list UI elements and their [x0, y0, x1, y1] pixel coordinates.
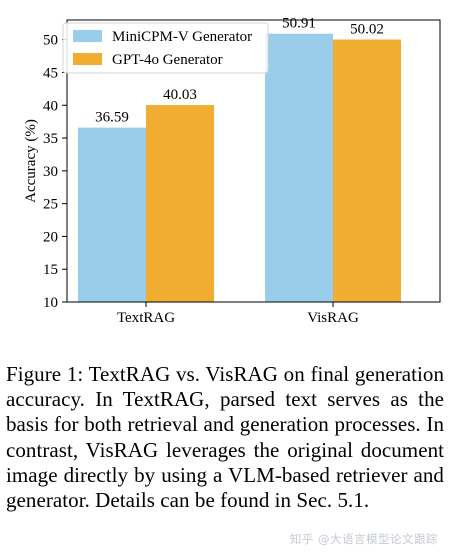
bar-visrag-minicpm: [265, 33, 333, 302]
y-tick-label: 45: [43, 65, 58, 81]
y-tick-label: 50: [43, 33, 58, 49]
legend-label-gpt4o: GPT-4o Generator: [112, 52, 223, 68]
y-tick-label: 40: [43, 98, 58, 114]
legend: MiniCPM-V Generator GPT-4o Generator: [62, 22, 269, 74]
y-tick-label: 30: [43, 164, 58, 180]
y-tick-label: 35: [43, 131, 58, 147]
y-axis-label: Accuracy (%): [23, 119, 39, 203]
bar-value-label: 40.03: [163, 87, 197, 103]
value-labels-layer: 36.59 40.03 50.91 50.02: [95, 16, 384, 126]
watermark: 知乎 @大语言模型论文跟踪: [289, 532, 438, 546]
bar-visrag-gpt4o: [333, 39, 401, 303]
bar-textrag-gpt4o: [146, 105, 214, 302]
bar-textrag-minicpm: [78, 127, 146, 302]
y-tick-label: 20: [43, 229, 58, 245]
x-tick-label: VisRAG: [307, 310, 359, 326]
bars-layer: [78, 33, 401, 303]
y-tick-label: 10: [43, 295, 58, 311]
plot-frame: [66, 19, 441, 303]
caption-text: Figure 1: TextRAG vs. VisRAG on final ge…: [6, 362, 444, 513]
bar-value-label: 36.59: [95, 110, 129, 126]
legend-swatch-gpt4o: [73, 53, 102, 65]
y-tick-label: 15: [43, 262, 58, 278]
x-tick-label: TextRAG: [117, 310, 175, 326]
bar-value-label: 50.02: [350, 22, 384, 38]
y-tick-label: 25: [43, 197, 58, 213]
bar-value-label: 50.91: [282, 16, 316, 32]
x-axis: TextRAG VisRAG: [117, 302, 359, 326]
legend-frame: [62, 22, 269, 74]
y-axis: 10 15 20 25 30 35 40 45 50: [43, 33, 67, 311]
figure-caption: Figure 1: TextRAG vs. VisRAG on final ge…: [6, 362, 444, 513]
legend-label-minicpm: MiniCPM-V Generator: [112, 29, 252, 45]
legend-swatch-minicpm: [73, 30, 102, 42]
